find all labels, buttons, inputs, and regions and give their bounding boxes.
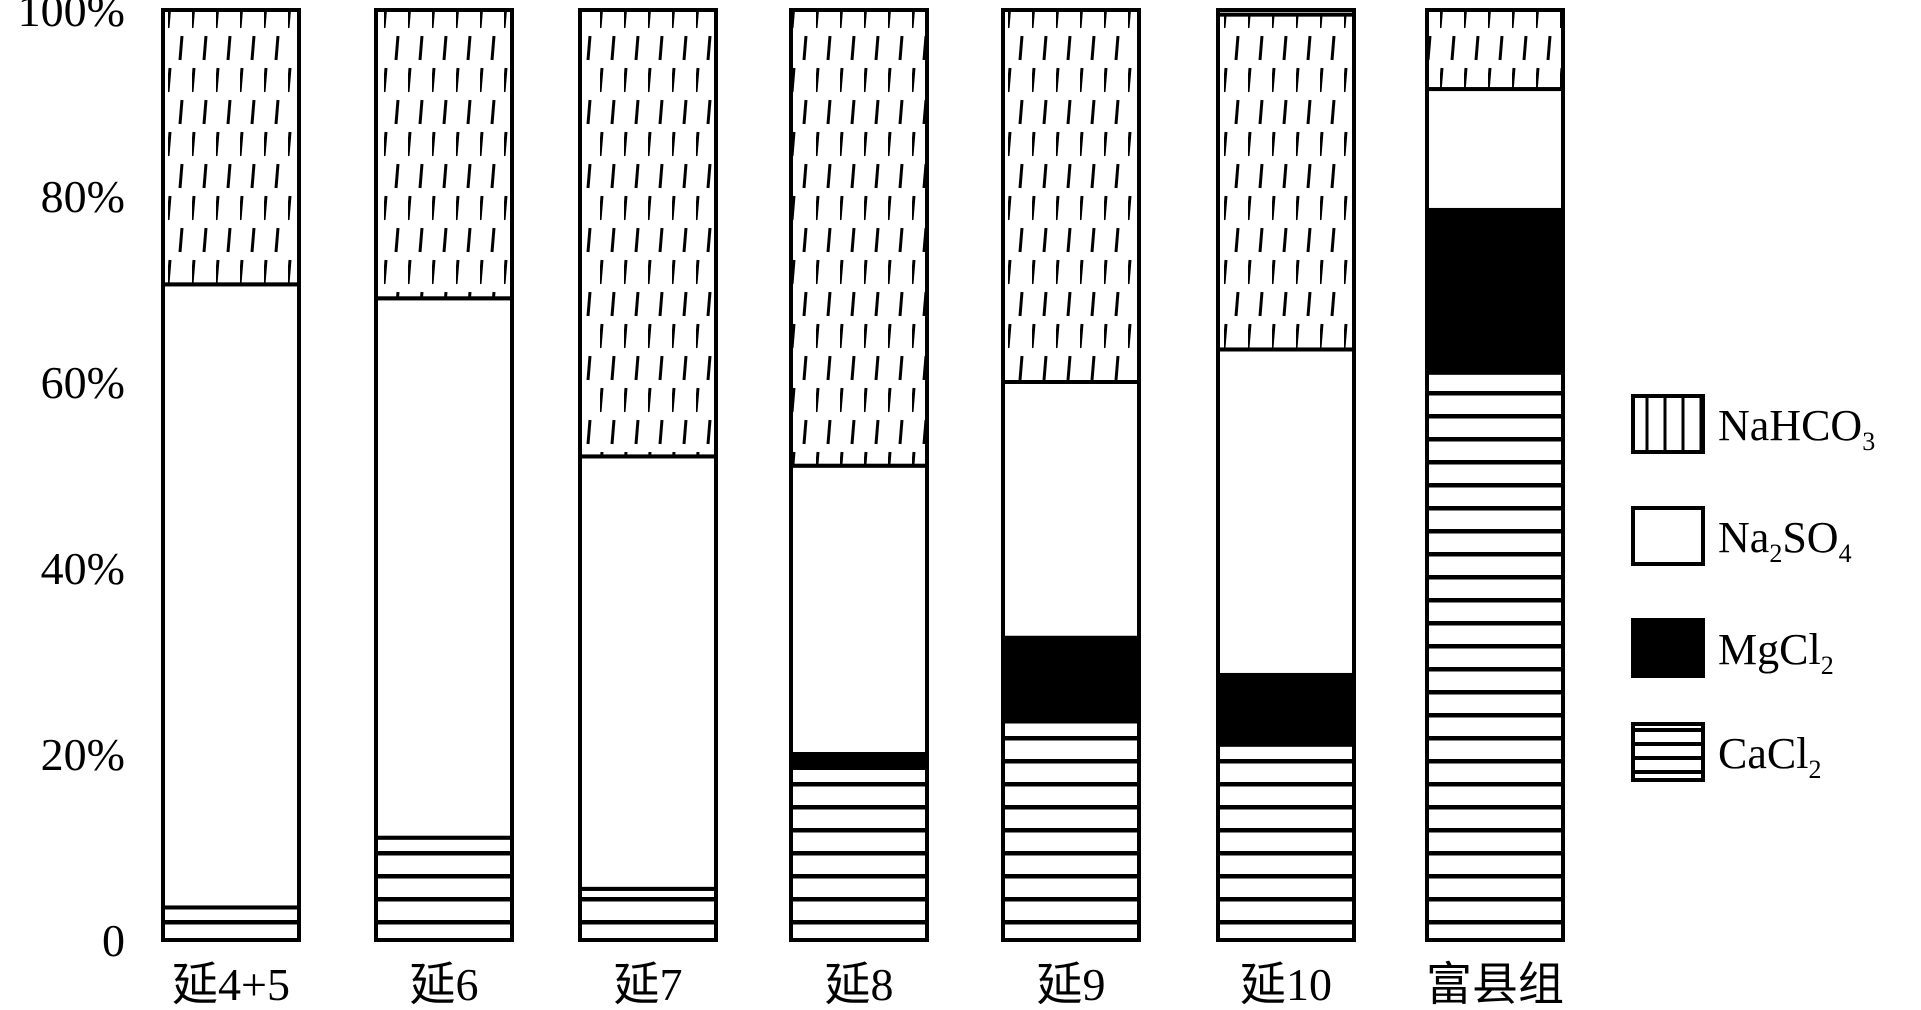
bar-segment <box>578 454 718 891</box>
legend-swatch <box>1631 618 1705 678</box>
bar-segment <box>161 905 301 943</box>
legend-swatch <box>1631 506 1705 566</box>
legend-label: CaCl2 <box>1718 729 1821 784</box>
bar-segment <box>1425 207 1565 375</box>
bar-segment <box>1425 370 1565 942</box>
bar-segment <box>1425 8 1565 92</box>
bar-segment <box>578 8 718 459</box>
bar-segment <box>1216 12 1356 352</box>
bar-segment <box>789 463 929 756</box>
y-tick-label: 40% <box>41 543 125 594</box>
bar-segment <box>1001 635 1141 724</box>
y-tick-label: 80% <box>41 171 125 222</box>
bar-segment <box>1216 742 1356 943</box>
bar-segment <box>374 8 514 301</box>
bar-segment <box>161 282 301 910</box>
bar-segment <box>374 835 514 943</box>
x-tick-label: 延9 <box>1037 959 1106 1010</box>
y-tick-label: 0 <box>102 915 125 966</box>
bar-segment <box>789 752 929 770</box>
legend-item: CaCl2 <box>1631 722 1821 784</box>
bar-segment <box>374 296 514 840</box>
x-tick-label: 富县组 <box>1426 959 1564 1010</box>
legend: NaHCO3 Na2SO4 MgCl2 CaCl2 <box>1631 394 1875 784</box>
legend-item: NaHCO3 <box>1631 394 1875 456</box>
legend-item: Na2SO4 <box>1631 506 1852 568</box>
bar-outline <box>1216 8 1356 942</box>
bar-segment <box>1001 8 1141 384</box>
bar-4 <box>1001 8 1141 943</box>
legend-label: NaHCO3 <box>1718 401 1875 456</box>
legend-swatch <box>1631 394 1705 454</box>
bar-segment <box>1216 672 1356 747</box>
legend-label: Na2SO4 <box>1718 513 1852 568</box>
bar-segment <box>1001 380 1141 640</box>
bar-segment <box>1425 87 1565 212</box>
x-tick-label: 延8 <box>825 959 894 1010</box>
bar-2 <box>578 8 718 942</box>
bar-outline <box>789 8 929 942</box>
y-tick-label: 100% <box>18 0 125 36</box>
x-tick-label: 延7 <box>614 959 683 1010</box>
bar-segment <box>789 765 929 943</box>
bar-outline <box>374 8 514 942</box>
bar-1 <box>374 8 514 943</box>
bar-outline <box>1001 8 1141 942</box>
bar-3 <box>789 8 929 943</box>
bar-outline <box>578 8 718 942</box>
y-tick-label: 60% <box>41 357 125 408</box>
x-tick-label: 延6 <box>410 959 479 1010</box>
y-tick-label: 20% <box>41 729 125 780</box>
x-axis-labels: 延4+5 延6 延7 延8 延9 延10 富县组 <box>172 959 1564 1010</box>
bar-segment <box>1216 347 1356 677</box>
bar-outline <box>161 8 301 942</box>
bar-segment <box>578 886 718 942</box>
legend-item: MgCl2 <box>1631 618 1834 680</box>
legend-swatch <box>1631 722 1705 782</box>
bar-segment <box>161 8 301 287</box>
bars-group <box>161 8 1565 943</box>
bar-0 <box>161 8 301 943</box>
bar-segment <box>789 8 929 468</box>
x-tick-label: 延10 <box>1240 959 1332 1010</box>
bar-5 <box>1216 8 1356 943</box>
bar-6 <box>1425 8 1565 942</box>
bar-outline <box>1425 8 1565 942</box>
legend-label: MgCl2 <box>1718 625 1834 680</box>
bar-segment <box>1001 719 1141 943</box>
y-axis: 0 20% 40% 60% 80% 100% <box>18 0 125 966</box>
x-tick-label: 延4+5 <box>172 959 290 1010</box>
